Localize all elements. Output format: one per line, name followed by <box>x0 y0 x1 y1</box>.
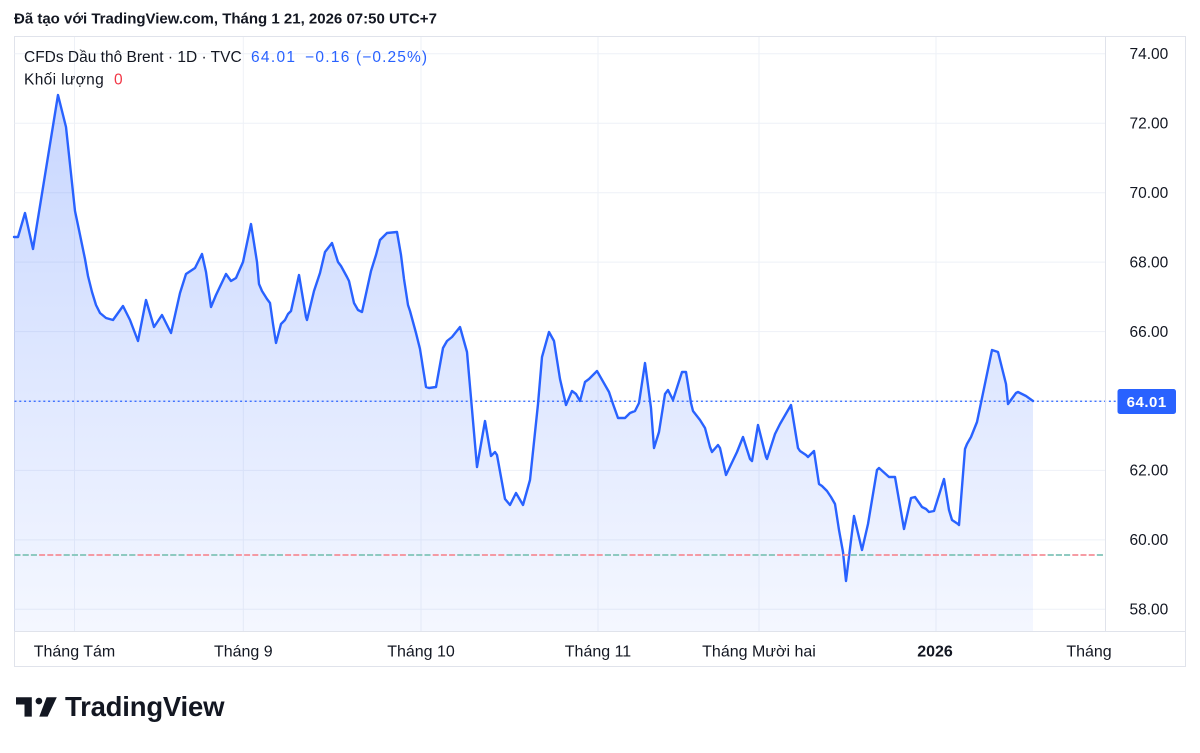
svg-text:CFDs Dầu thô Brent · 1D · TVC: CFDs Dầu thô Brent · 1D · TVC <box>24 49 242 66</box>
svg-text:Tháng Mười hai: Tháng Mười hai <box>702 644 816 661</box>
svg-text:66.00: 66.00 <box>1130 324 1169 341</box>
svg-text:2026: 2026 <box>917 644 953 661</box>
svg-text:Tháng 9: Tháng 9 <box>214 644 273 661</box>
svg-text:Tháng: Tháng <box>1066 644 1111 661</box>
svg-text:−0.16: −0.16 <box>305 49 351 66</box>
svg-text:0: 0 <box>114 72 123 89</box>
svg-text:Tháng Tám: Tháng Tám <box>34 644 116 661</box>
svg-text:Tháng 10: Tháng 10 <box>387 644 455 661</box>
svg-text:Đã tạo với TradingView.com, Th: Đã tạo với TradingView.com, Tháng 1 21, … <box>14 11 437 28</box>
svg-text:64.01: 64.01 <box>1127 394 1167 411</box>
svg-text:60.00: 60.00 <box>1130 532 1169 549</box>
svg-text:Tháng 11: Tháng 11 <box>565 644 632 661</box>
svg-text:72.00: 72.00 <box>1130 116 1169 133</box>
svg-text:(−0.25%): (−0.25%) <box>356 49 428 66</box>
svg-text:TradingView: TradingView <box>65 691 225 722</box>
svg-text:68.00: 68.00 <box>1130 254 1169 271</box>
svg-text:Khối lượng: Khối lượng <box>24 72 104 89</box>
svg-text:74.00: 74.00 <box>1130 46 1169 63</box>
svg-text:58.00: 58.00 <box>1130 602 1169 619</box>
svg-text:64.01: 64.01 <box>251 49 296 66</box>
svg-text:62.00: 62.00 <box>1130 463 1169 480</box>
svg-text:70.00: 70.00 <box>1130 185 1169 202</box>
